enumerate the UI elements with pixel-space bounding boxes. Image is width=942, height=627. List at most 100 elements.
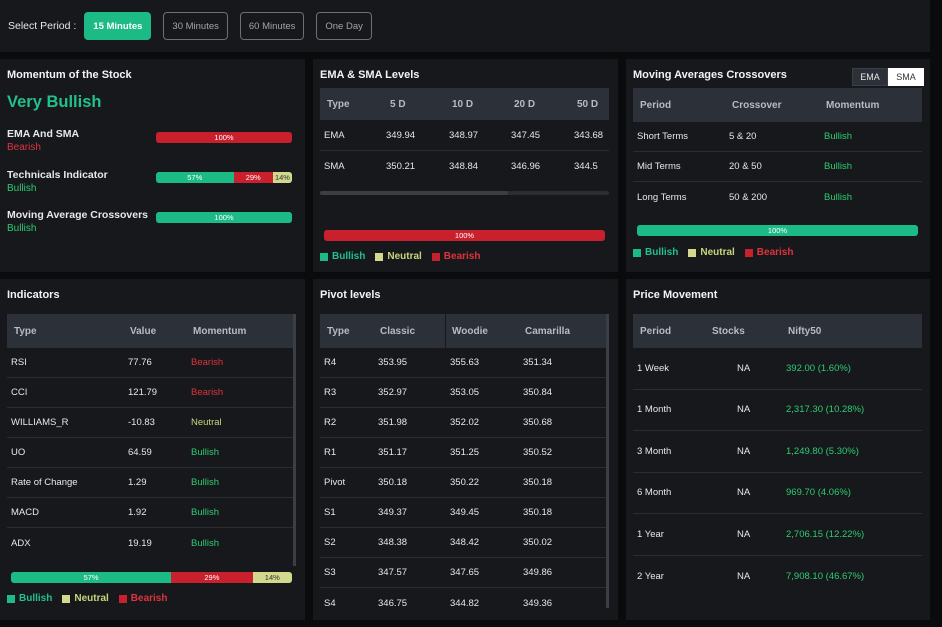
momentum-title: Momentum of the Stock [7, 69, 132, 81]
legend-bullish-swatch [320, 252, 328, 261]
momentum-item-status: Bullish [7, 183, 37, 194]
row-camarilla: 350.18 [523, 507, 553, 518]
row-woodie: 350.22 [450, 477, 480, 488]
row-type: S2 [324, 537, 336, 548]
row-classic: 350.18 [378, 477, 408, 488]
row-woodie: 349.45 [450, 507, 480, 518]
header-stocks: Stocks [712, 325, 745, 337]
legend-bullish: Bullish [19, 593, 53, 604]
period-15-minutes-button[interactable]: 15 Minutes [84, 12, 152, 40]
row-classic: 352.97 [378, 387, 408, 398]
period-30-minutes-button[interactable]: 30 Minutes [163, 12, 228, 40]
indicators-panel: Indicators Type Value Momentum RSI 77.76… [0, 279, 305, 620]
ema-sma-summary-bar: 100% [324, 230, 605, 241]
table-row: MACD 1.92 Bullish [7, 498, 293, 528]
legend-neutral: Neutral [700, 247, 735, 258]
table-row: 1 Week NA 392.00 (1.60%) [633, 348, 922, 390]
table-row: R2 351.98 352.02 350.68 [320, 408, 606, 438]
table-row: Short Terms 5 & 20 Bullish [633, 122, 922, 152]
momentum-item-status: Bearish [7, 142, 41, 153]
row-period: 1 Month [637, 404, 672, 416]
vertical-scrollbar[interactable] [293, 314, 296, 566]
row-value: 64.59 [128, 447, 152, 458]
legend-neutral: Neutral [74, 593, 109, 604]
technicals-momentum-bar: 57% 29% 14% [156, 172, 292, 183]
row-period: 1 Year [637, 528, 664, 540]
toggle-sma-button[interactable]: SMA [888, 68, 924, 86]
row-value: 1.92 [128, 507, 147, 518]
row-type: RSI [11, 357, 27, 368]
table-row: ADX 19.19 Bullish [7, 528, 293, 558]
row-woodie: 344.82 [450, 597, 480, 609]
table-row: Pivot 350.18 350.22 350.18 [320, 468, 606, 498]
momentum-item-status: Bullish [7, 223, 37, 234]
row-type: Rate of Change [11, 477, 78, 488]
indicators-header: Type Value Momentum [7, 314, 293, 348]
header-type: Type [14, 325, 37, 337]
table-row: UO 64.59 Bullish [7, 438, 293, 468]
row-woodie: 347.65 [450, 567, 480, 578]
header-value: Value [130, 325, 157, 337]
legend-bullish: Bullish [645, 247, 679, 258]
row-classic: 351.17 [378, 447, 408, 458]
bar-segment-bullish: 57% [156, 172, 234, 183]
pivot-panel: Pivot levels Type Classic Woodie Camaril… [313, 279, 618, 620]
row-type: S4 [324, 597, 336, 609]
momentum-item-name: Technicals Indicator [7, 169, 108, 181]
table-row: WILLIAMS_R -10.83 Neutral [7, 408, 293, 438]
table-row: R1 351.17 351.25 350.52 [320, 438, 606, 468]
row-period: 3 Month [637, 445, 672, 457]
period-label: Select Period : [8, 20, 77, 32]
row-nifty50: 392.00 (1.60%) [786, 362, 851, 374]
period-one-day-button[interactable]: One Day [316, 12, 372, 40]
row-nifty50: 1,249.80 (5.30%) [786, 445, 859, 457]
period-60-minutes-button[interactable]: 60 Minutes [239, 12, 305, 40]
row-nifty50: 7,908.10 (46.67%) [786, 570, 865, 582]
row-stocks: NA [737, 445, 751, 457]
legend-bullish-swatch [633, 248, 641, 257]
row-nifty50: 969.70 (4.06%) [786, 487, 851, 499]
row-20d: 347.45 [511, 130, 541, 141]
bar-segment-bearish: 29% [233, 172, 273, 183]
row-stocks: NA [737, 487, 751, 499]
table-row: 3 Month NA 1,249.80 (5.30%) [633, 431, 922, 473]
row-type: CCI [11, 387, 28, 398]
table-row: R3 352.97 353.05 350.84 [320, 378, 606, 408]
legend-neutral: Neutral [387, 251, 422, 262]
header-camarilla: Camarilla [525, 325, 571, 337]
row-type: SMA [324, 160, 345, 172]
header-type: Type [327, 98, 350, 110]
header-nifty50: Nifty50 [788, 325, 822, 337]
horizontal-scrollbar[interactable] [320, 191, 609, 195]
header-10d: 10 D [452, 98, 474, 110]
legend-bearish-swatch [744, 248, 753, 257]
indicators-summary-bar: 57% 29% 14% [11, 572, 292, 583]
table-row: EMA 349.94 348.97 347.45 343.68 [320, 121, 609, 151]
legend-bearish: Bearish [443, 251, 481, 262]
header-period: Period [640, 99, 672, 111]
momentum-overall: Very Bullish [7, 93, 102, 111]
vertical-scrollbar[interactable] [606, 314, 609, 608]
row-period: 1 Week [637, 362, 670, 374]
ema-sma-toggle: EMA SMA [852, 68, 924, 86]
row-period: Short Terms [637, 131, 689, 142]
legend: Bullish Neutral Bearish [320, 251, 490, 262]
row-type: ADX [11, 537, 31, 549]
table-row: 6 Month NA 969.70 (4.06%) [633, 473, 922, 514]
header-divider [445, 314, 446, 348]
row-camarilla: 350.18 [523, 477, 553, 488]
table-row: S2 348.38 348.42 350.02 [320, 528, 606, 558]
table-row: SMA 350.21 348.84 346.96 344.5 [320, 151, 609, 181]
table-row: Long Terms 50 & 200 Bullish [633, 182, 922, 212]
row-camarilla: 350.52 [523, 447, 553, 458]
row-period: 6 Month [637, 487, 672, 499]
row-momentum: Bullish [824, 161, 852, 172]
table-row: 1 Month NA 2,317.30 (10.28%) [633, 390, 922, 431]
momentum-item-name: EMA And SMA [7, 128, 80, 140]
legend-bearish: Bearish [130, 593, 168, 604]
toggle-ema-button[interactable]: EMA [852, 68, 888, 86]
row-nifty50: 2,317.30 (10.28%) [786, 404, 865, 416]
row-type: MACD [11, 507, 39, 518]
legend-bearish-swatch [118, 594, 127, 603]
row-momentum: Bullish [191, 537, 219, 549]
